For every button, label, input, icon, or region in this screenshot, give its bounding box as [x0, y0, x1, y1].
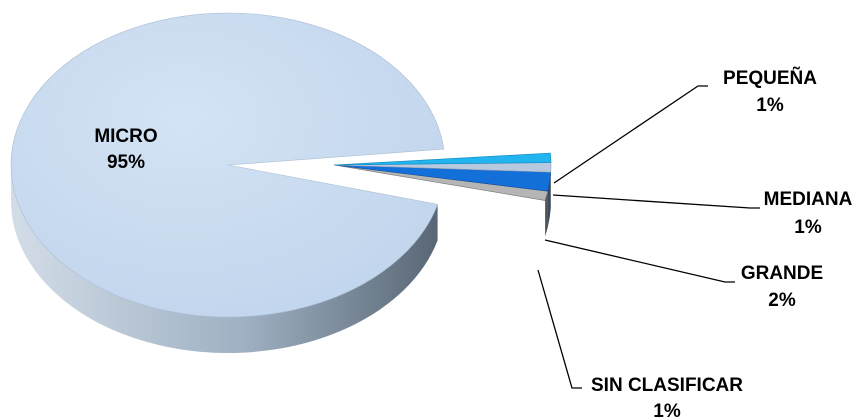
leader-line-pequena: [553, 85, 708, 184]
label-grande-name: GRANDE: [741, 263, 823, 284]
slice-pequena: [333, 152, 552, 166]
label-micro-value: 95%: [107, 152, 145, 173]
slice-sin-clasificar-side: [545, 191, 548, 237]
slice-micro-side: [11, 165, 438, 354]
label-grande-value: 2%: [768, 290, 796, 311]
leader-line-mediana: [552, 194, 760, 209]
slice-grande-side: [547, 172, 551, 228]
label-sin-clasificar-value: 1%: [653, 401, 681, 420]
label-pequena-name: PEQUEÑA: [723, 67, 817, 89]
label-sin-clasificar-name: SIN CLASIFICAR: [591, 375, 743, 396]
label-pequena-value: 1%: [756, 95, 784, 116]
leader-line-sin-clasificar: [537, 269, 582, 389]
slice-micro: [10, 12, 445, 318]
leader-line-grande: [544, 239, 735, 283]
label-mediana-name: MEDIANA: [764, 189, 853, 210]
label-mediana-value: 1%: [794, 217, 822, 238]
label-micro-name: MICRO: [94, 126, 157, 147]
